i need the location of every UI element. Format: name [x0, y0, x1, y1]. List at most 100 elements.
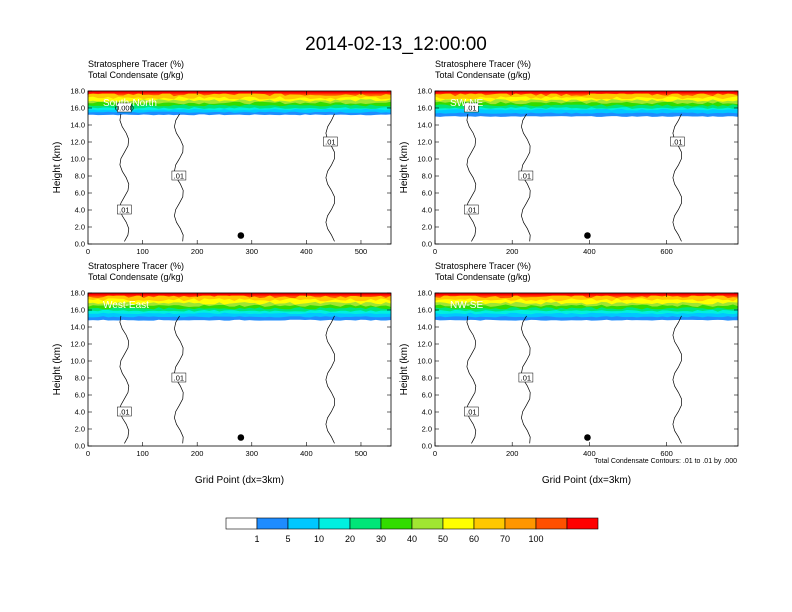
y-axis-label: Height (km)	[399, 142, 410, 194]
y-tick-label: 0.0	[75, 442, 85, 451]
plot-background	[88, 91, 391, 244]
plot-area: .01 .01	[88, 293, 391, 444]
contour-label: .01	[521, 172, 531, 181]
contour-label-box	[518, 372, 534, 383]
panel-south-north: Stratosphere Tracer (%)Total Condensate …	[52, 59, 392, 256]
y-tick-label: 18.0	[70, 289, 85, 298]
x-tick-label: 400	[300, 247, 313, 256]
condensate-contour	[672, 315, 682, 444]
x-tick-label: 0	[86, 247, 90, 256]
panel-title-line: Stratosphere Tracer (%)	[88, 59, 184, 69]
y-tick-label: 16.0	[70, 306, 85, 315]
y-tick-label: 16.0	[417, 306, 432, 315]
tracer-band-top	[435, 293, 738, 296]
panel-label: South-North	[103, 98, 157, 109]
x-tick-label: 0	[86, 449, 90, 458]
y-tick-label: 8.0	[422, 172, 432, 181]
x-tick-label: 200	[191, 449, 204, 458]
y-axis-label: Height (km)	[52, 344, 63, 396]
x-axis-label: Grid Point (dx=3km)	[542, 475, 631, 486]
condensate-contour	[466, 315, 477, 444]
tracer-band-top	[435, 91, 738, 94]
y-tick-label: 16.0	[70, 104, 85, 113]
contour-label: .01	[521, 374, 531, 383]
location-marker	[237, 232, 245, 239]
contour-label-box	[171, 372, 187, 383]
tracer-band-top	[88, 293, 391, 296]
colorbar-swatch	[535, 517, 568, 530]
y-tick-label: 18.0	[417, 87, 432, 96]
y-tick-label: 12.0	[417, 138, 432, 147]
colorbar-swatch	[287, 517, 320, 530]
colorbar-label: 100	[528, 534, 543, 544]
condensate-contour	[325, 113, 335, 242]
contour-label-box	[670, 136, 685, 147]
y-tick-label: 12.0	[417, 340, 432, 349]
location-marker	[584, 232, 591, 239]
y-tick-label: 18.0	[70, 87, 85, 96]
condensate-contour	[325, 315, 335, 444]
contour-label-box	[464, 406, 479, 417]
contour-label-box	[171, 170, 187, 181]
x-tick-label: 100	[136, 449, 149, 458]
x-tick-label: 0	[433, 247, 437, 256]
x-tick-label: 400	[583, 247, 596, 256]
contour-label: .01	[466, 408, 476, 417]
colorbar-label: 10	[314, 534, 324, 544]
plot-area: .01.01.01.010.000	[435, 91, 738, 242]
x-tick-label: 400	[583, 449, 596, 458]
y-tick-label: 12.0	[70, 340, 85, 349]
colorbar-swatch	[318, 517, 351, 530]
y-tick-label: 14.0	[417, 121, 432, 130]
plot-frame	[87, 292, 392, 447]
y-tick-label: 6.0	[422, 189, 432, 198]
y-tick-label: 0.0	[422, 240, 432, 249]
panel-label: SW-NE	[450, 98, 483, 109]
colorbar-label: 40	[407, 534, 417, 544]
x-tick-label: 500	[355, 247, 368, 256]
contour-label: .01	[466, 206, 476, 215]
y-axis-label: Height (km)	[52, 142, 63, 194]
contour-label-box	[117, 102, 132, 113]
x-tick-label: 400	[300, 449, 313, 458]
x-tick-label: 200	[191, 247, 204, 256]
panel-title-line: Stratosphere Tracer (%)	[435, 59, 531, 69]
y-tick-label: 12.0	[70, 138, 85, 147]
colorbar-swatch	[225, 517, 258, 530]
y-tick-label: 6.0	[75, 391, 85, 400]
y-tick-label: 8.0	[75, 374, 85, 383]
y-tick-label: 4.0	[75, 206, 85, 215]
contour-label: .01	[174, 172, 184, 181]
condensate-contour	[672, 113, 682, 242]
y-tick-label: 18.0	[417, 289, 432, 298]
contour-label-box	[464, 204, 479, 215]
x-tick-label: 0	[433, 449, 437, 458]
y-tick-label: 4.0	[422, 206, 432, 215]
colorbar-swatch	[380, 517, 413, 530]
colorbar-label: 60	[469, 534, 479, 544]
x-tick-label: 100	[136, 247, 149, 256]
panel-west-east: Stratosphere Tracer (%)Total Condensate …	[52, 261, 392, 486]
panels-group: Stratosphere Tracer (%)Total Condensate …	[52, 59, 739, 486]
x-tick-label: 200	[506, 449, 519, 458]
contour-label: .01	[466, 104, 476, 113]
condensate-contour	[466, 113, 477, 242]
panel-label: NW-SE	[450, 300, 483, 311]
y-tick-label: 14.0	[70, 121, 85, 130]
colorbar-swatch	[411, 517, 444, 530]
x-tick-label: 600	[660, 247, 673, 256]
colorbar-label: 20	[345, 534, 355, 544]
contour-label-box	[117, 204, 132, 215]
colorbar-swatch	[349, 517, 382, 530]
location-marker	[237, 434, 245, 441]
figure-title: 2014-02-13_12:00:00	[305, 34, 487, 55]
colorbar-swatch	[504, 517, 537, 530]
contour-label-box	[117, 406, 132, 417]
panel-title-line: Total Condensate (g/kg)	[88, 70, 184, 80]
panel-title-line: Total Condensate (g/kg)	[435, 70, 531, 80]
location-marker	[584, 434, 591, 441]
y-tick-label: 2.0	[75, 223, 85, 232]
y-tick-label: 14.0	[70, 323, 85, 332]
y-tick-label: 4.0	[75, 408, 85, 417]
